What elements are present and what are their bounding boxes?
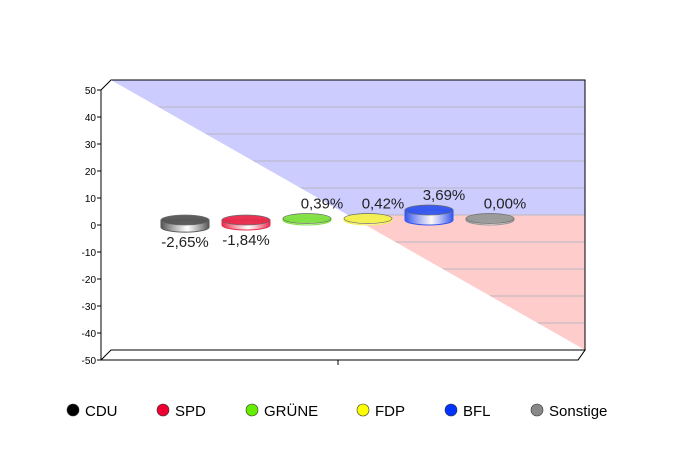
y-tick-label: 0: [90, 221, 96, 232]
y-tick-label: 20: [85, 167, 97, 178]
y-tick-label: -20: [82, 275, 97, 286]
legend-marker-icon: [156, 403, 170, 417]
bar-fdp-top: [343, 213, 393, 224]
legend-label: CDU: [85, 403, 118, 420]
legend-label: Sonstige: [549, 403, 607, 420]
y-tick-label: 30: [85, 140, 97, 151]
data-label: -1,84%: [222, 232, 270, 249]
legend-marker-icon: [66, 403, 80, 417]
chart-floor: [99, 349, 586, 361]
y-tick-label: -30: [82, 302, 97, 313]
bar-grüne-top: [282, 213, 332, 224]
y-tick-label: -10: [82, 248, 97, 259]
legend-label: SPD: [175, 403, 206, 420]
y-tick-label: -40: [82, 329, 97, 340]
data-label: 0,00%: [484, 196, 527, 213]
legend-marker-icon: [530, 403, 544, 417]
bar-cdu-top: [160, 214, 210, 226]
bar-spd-top: [221, 214, 271, 226]
y-tick-label: 10: [85, 194, 97, 205]
y-tick-label: 40: [85, 113, 97, 124]
legend-marker-icon: [356, 403, 370, 417]
bar-bfl-top: [404, 204, 454, 216]
legend-marker-icon: [245, 403, 259, 417]
y-tick-label: 50: [85, 86, 97, 97]
bar-sonstige-top: [465, 213, 515, 224]
data-label: 3,69%: [423, 187, 466, 204]
y-tick-label: -50: [82, 356, 97, 367]
legend-label: FDP: [375, 403, 405, 420]
legend-label: BFL: [463, 403, 491, 420]
data-label: 0,39%: [301, 196, 344, 213]
data-label: 0,42%: [362, 196, 405, 213]
data-label: -2,65%: [161, 234, 209, 251]
legend-marker-icon: [444, 403, 458, 417]
legend-label: GRÜNE: [264, 402, 318, 420]
